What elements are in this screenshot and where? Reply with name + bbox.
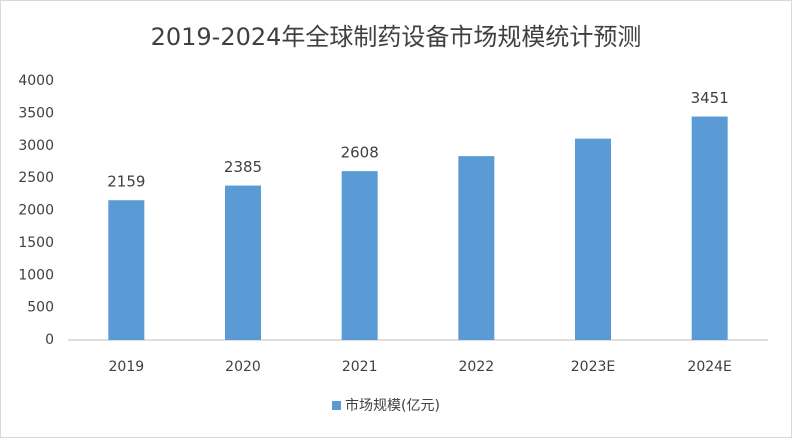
y-tick-label: 3500: [18, 105, 54, 121]
y-tick-label: 2000: [18, 203, 54, 219]
x-tick-label: 2024E: [687, 359, 731, 375]
y-tick-label: 4000: [18, 73, 54, 89]
x-tick-label: 2019: [109, 359, 145, 375]
x-tick-label: 2021: [342, 359, 378, 375]
x-tick-label: 2022: [459, 359, 495, 375]
data-label: 2608: [341, 144, 379, 162]
data-label: 2385: [224, 158, 262, 176]
bar: [341, 171, 378, 340]
bar: [108, 200, 145, 340]
y-tick-label: 0: [45, 332, 54, 348]
y-tick-label: 2500: [18, 170, 54, 186]
bar: [458, 156, 495, 340]
y-tick-label: 3000: [18, 138, 54, 154]
y-tick-label: 500: [27, 300, 54, 316]
bar: [225, 185, 261, 340]
chart-title: 2019-2024年全球制药设备市场规模统计预测: [151, 23, 642, 51]
x-tick-label: 2020: [225, 359, 261, 375]
bar: [691, 116, 728, 340]
data-label: 3451: [691, 89, 729, 107]
legend-swatch: [332, 401, 341, 410]
bar: [575, 138, 611, 340]
legend-label: 市场规模(亿元): [345, 397, 440, 414]
y-tick-label: 1000: [18, 267, 54, 283]
x-tick-label: 2023E: [571, 359, 615, 375]
data-label: 2159: [107, 173, 145, 191]
y-tick-label: 1500: [18, 235, 54, 251]
